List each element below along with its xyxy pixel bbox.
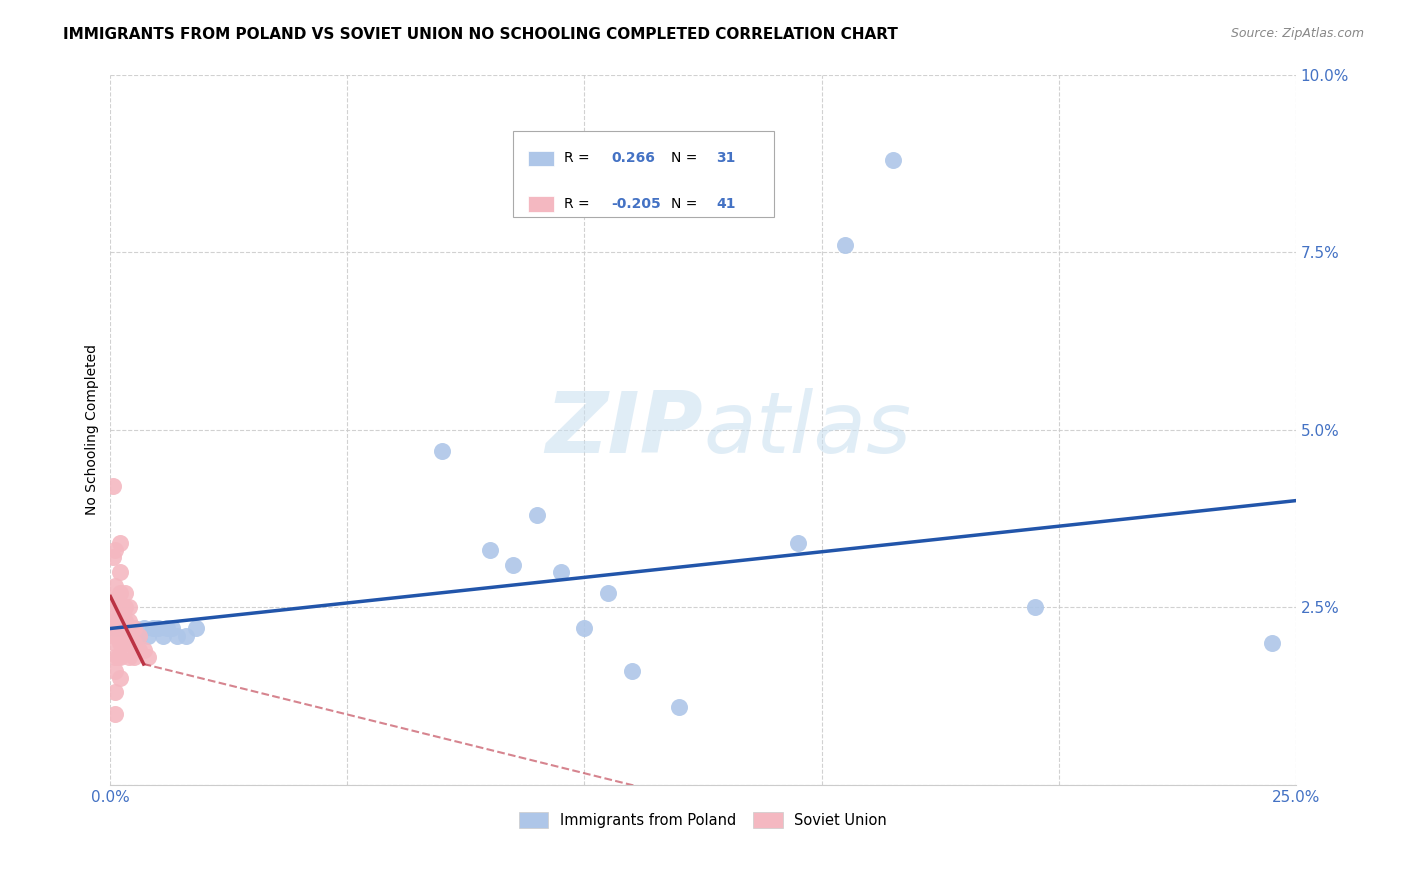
Point bbox=[550, 565, 572, 579]
Point bbox=[118, 636, 141, 650]
Point bbox=[142, 622, 165, 636]
Point bbox=[786, 536, 808, 550]
Point bbox=[114, 636, 136, 650]
Point bbox=[128, 629, 150, 643]
Point bbox=[132, 642, 155, 657]
Point bbox=[174, 629, 197, 643]
Point bbox=[104, 622, 127, 636]
Point bbox=[104, 579, 127, 593]
Point bbox=[108, 600, 131, 615]
Text: R =: R = bbox=[564, 197, 595, 211]
Point bbox=[104, 615, 127, 629]
Point bbox=[108, 629, 131, 643]
Point bbox=[138, 629, 160, 643]
Point bbox=[104, 636, 127, 650]
Point bbox=[104, 685, 127, 699]
Point bbox=[152, 629, 174, 643]
Point bbox=[574, 622, 596, 636]
Point bbox=[882, 153, 904, 167]
Point bbox=[184, 622, 207, 636]
Text: 41: 41 bbox=[716, 197, 735, 211]
Text: Source: ZipAtlas.com: Source: ZipAtlas.com bbox=[1230, 27, 1364, 40]
Point bbox=[108, 586, 131, 600]
Legend: Immigrants from Poland, Soviet Union: Immigrants from Poland, Soviet Union bbox=[513, 805, 893, 834]
Point bbox=[432, 444, 454, 458]
Bar bbox=[527, 151, 554, 166]
Point bbox=[118, 600, 141, 615]
Point bbox=[104, 629, 127, 643]
Point bbox=[122, 636, 145, 650]
Point bbox=[128, 629, 150, 643]
Y-axis label: No Schooling Completed: No Schooling Completed bbox=[86, 344, 100, 516]
Text: N =: N = bbox=[671, 197, 702, 211]
Point bbox=[114, 600, 136, 615]
Point bbox=[128, 642, 150, 657]
Point bbox=[108, 536, 131, 550]
Point bbox=[107, 600, 129, 615]
Point bbox=[114, 586, 136, 600]
Point bbox=[104, 622, 127, 636]
Point bbox=[108, 565, 131, 579]
Point bbox=[122, 649, 145, 664]
Point bbox=[118, 649, 141, 664]
Point bbox=[132, 622, 155, 636]
Text: 0.266: 0.266 bbox=[612, 152, 655, 165]
Point bbox=[101, 615, 124, 629]
Point bbox=[101, 550, 124, 565]
Text: 31: 31 bbox=[716, 152, 735, 165]
Point bbox=[502, 558, 524, 572]
Point bbox=[668, 699, 690, 714]
Point bbox=[108, 671, 131, 685]
Point bbox=[598, 586, 620, 600]
Text: atlas: atlas bbox=[703, 388, 911, 471]
Point bbox=[160, 622, 183, 636]
Point bbox=[118, 622, 141, 636]
Bar bbox=[527, 196, 554, 211]
Point bbox=[834, 238, 856, 252]
Point bbox=[114, 615, 136, 629]
Point bbox=[156, 622, 179, 636]
Text: R =: R = bbox=[564, 152, 595, 165]
Point bbox=[101, 479, 124, 493]
Point bbox=[1261, 636, 1284, 650]
Point bbox=[122, 622, 145, 636]
Point bbox=[104, 593, 127, 607]
Point bbox=[104, 543, 127, 558]
Point bbox=[122, 622, 145, 636]
Point bbox=[104, 649, 127, 664]
Point bbox=[526, 508, 548, 522]
Point bbox=[114, 622, 136, 636]
Point bbox=[108, 649, 131, 664]
Point bbox=[478, 543, 501, 558]
Point bbox=[146, 622, 169, 636]
Point bbox=[104, 706, 127, 721]
Text: N =: N = bbox=[671, 152, 702, 165]
Point bbox=[104, 607, 127, 622]
Point bbox=[107, 649, 129, 664]
Point bbox=[108, 636, 131, 650]
Point bbox=[104, 664, 127, 678]
Point bbox=[118, 629, 141, 643]
Point bbox=[620, 664, 643, 678]
Point bbox=[166, 629, 188, 643]
FancyBboxPatch shape bbox=[513, 131, 775, 217]
Point bbox=[108, 615, 131, 629]
Point bbox=[108, 622, 131, 636]
Point bbox=[118, 615, 141, 629]
Text: -0.205: -0.205 bbox=[612, 197, 661, 211]
Text: ZIP: ZIP bbox=[546, 388, 703, 471]
Point bbox=[1024, 600, 1046, 615]
Text: IMMIGRANTS FROM POLAND VS SOVIET UNION NO SCHOOLING COMPLETED CORRELATION CHART: IMMIGRANTS FROM POLAND VS SOVIET UNION N… bbox=[63, 27, 898, 42]
Point bbox=[138, 649, 160, 664]
